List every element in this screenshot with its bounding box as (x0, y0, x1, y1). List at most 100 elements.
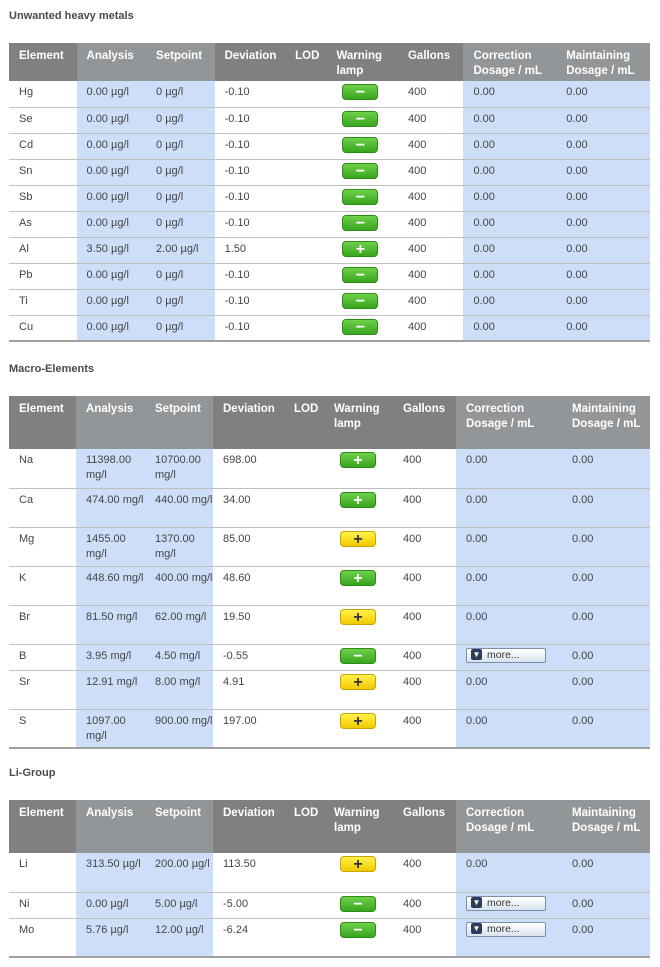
gallons-cell: 400 (393, 527, 456, 567)
gallons-value: 400 (407, 112, 427, 125)
table-row: Ni 0.00 µg/l 5.00 µg/l -5.00 − 400 ▼ more... 0.0… (9, 892, 650, 919)
maintaining-dosage-cell: 0.00 (562, 644, 650, 671)
warning-lamp-cell: − (326, 133, 398, 160)
correction-dosage-cell: 0.00 (463, 107, 557, 134)
gallons-value: 400 (407, 294, 427, 307)
correction-dosage-cell: 0.00 (463, 81, 557, 108)
gallons-value: 400 (407, 190, 427, 203)
analysis-cell: 81.50 mg/l (76, 605, 145, 645)
analysis-cell: 0.00 µg/l (76, 892, 145, 919)
maintaining-dosage-cell: 0.00 (556, 237, 650, 264)
gallons-value: 400 (403, 493, 422, 506)
element-value: As (19, 216, 32, 229)
plus-lamp-icon: + (340, 491, 376, 508)
maintaining-dosage-value: 0.00 (572, 858, 594, 870)
element-value: S (19, 714, 27, 727)
table-row: Mg 1455.00 mg/l 1370.00 mg/l 85.00 +400 0.00 0… (9, 527, 650, 567)
setpoint-value: 8.00 mg/l (155, 675, 201, 688)
element-value: Br (19, 610, 30, 623)
gallons-cell: 400 (397, 185, 464, 212)
gallons-cell: 400 (397, 107, 464, 134)
element-value: Sr (19, 675, 30, 688)
gallons-cell: 400 (397, 81, 464, 108)
correction-dosage-value: 0.00 (466, 675, 488, 688)
warning-lamp-cell: − (326, 289, 398, 316)
element-cell: Ni (9, 892, 76, 919)
minus-lamp-icon: − (342, 110, 379, 127)
deviation-value: 34.00 (223, 493, 251, 506)
gallons-value: 400 (403, 897, 422, 910)
maintaining-dosage-cell: 0.00 (562, 527, 650, 567)
gallons-value: 400 (403, 571, 422, 584)
deviation-value: 19.50 (223, 610, 251, 623)
element-cell: Sn (9, 159, 77, 186)
minus-lamp-icon: − (340, 647, 376, 664)
more-button[interactable]: ▼ more... (466, 921, 546, 937)
element-value: Cd (19, 138, 34, 151)
column-header-maintaining-dosage: Maintaining Dosage / mL (562, 396, 650, 449)
lod-cell (284, 670, 324, 710)
element-cell: Na (9, 449, 76, 489)
lod-cell (284, 605, 324, 645)
analysis-value: 1097.00 mg/l (86, 714, 126, 742)
setpoint-cell: 900.00 mg/l (145, 709, 213, 749)
gallons-value: 400 (407, 216, 427, 229)
gallons-cell: 400 (393, 853, 456, 893)
maintaining-dosage-value: 0.00 (572, 610, 594, 623)
maintaining-dosage-value: 0.00 (566, 294, 588, 307)
gallons-cell: 400 (397, 211, 464, 238)
analysis-cell: 0.00 µg/l (76, 289, 147, 316)
lod-cell (285, 237, 327, 264)
maintaining-dosage-value: 0.00 (572, 571, 594, 584)
arrow-down-icon: ▼ (471, 897, 482, 909)
deviation-cell: -5.00 (213, 892, 284, 919)
gallons-cell: 400 (393, 449, 456, 489)
correction-dosage-value: 0.00 (466, 610, 488, 623)
column-header-element: Element (9, 800, 76, 853)
setpoint-cell: 440.00 mg/l (145, 488, 213, 528)
lod-cell (284, 892, 324, 919)
setpoint-value: 0 µg/l (156, 112, 184, 125)
analysis-value: 0.00 µg/l (86, 138, 129, 151)
setpoint-value: 0 µg/l (156, 216, 184, 229)
analysis-value: 0.00 µg/l (86, 112, 129, 125)
table-row: Ca 474.00 mg/l 440.00 mg/l 34.00 +400 0.00 0.0… (9, 488, 650, 528)
analysis-value: 3.95 mg/l (86, 649, 132, 662)
minus-lamp-icon: − (342, 318, 379, 335)
correction-dosage-cell: 0.00 (463, 185, 557, 212)
setpoint-cell: 400.00 mg/l (145, 566, 213, 606)
table-row: Sr 12.91 mg/l 8.00 mg/l 4.91 +400 0.00 0.00 (9, 670, 650, 710)
warning-lamp-cell: + (324, 853, 393, 893)
setpoint-cell: 0 µg/l (146, 289, 215, 316)
correction-dosage-cell: ▼ more... (456, 918, 562, 958)
warning-lamp-cell: − (326, 185, 398, 212)
setpoint-cell: 0 µg/l (146, 107, 215, 134)
correction-dosage-value: 0.00 (473, 164, 495, 177)
gallons-value: 400 (403, 649, 422, 662)
deviation-cell: 4.91 (213, 670, 284, 710)
more-button[interactable]: ▼ more... (466, 895, 546, 911)
correction-dosage-value: 0.00 (473, 320, 495, 333)
table-row: Mo 5.76 µg/l 12.00 µg/l -6.24 − 400 ▼ more... 0.… (9, 918, 650, 958)
maintaining-dosage-cell: 0.00 (556, 159, 650, 186)
analysis-value: 0.00 µg/l (86, 86, 129, 98)
section-title: Li-Group (9, 767, 56, 779)
results-table: Element Analysis Setpoint Deviation LOD Warni… (9, 800, 650, 958)
column-header-lod: LOD (284, 800, 324, 853)
setpoint-value: 4.50 mg/l (155, 649, 201, 662)
lod-cell (285, 159, 327, 186)
deviation-value: -0.10 (224, 138, 250, 151)
element-cell: Mg (9, 527, 76, 567)
gallons-cell: 400 (393, 566, 456, 606)
warning-lamp-cell: − (326, 107, 398, 134)
setpoint-cell: 0 µg/l (146, 133, 215, 160)
gallons-value: 400 (403, 714, 422, 727)
warning-lamp-cell: + (324, 709, 393, 749)
more-button[interactable]: ▼ more... (466, 647, 546, 663)
deviation-value: 4.91 (223, 675, 245, 688)
maintaining-dosage-cell: 0.00 (556, 211, 650, 238)
table-row: Cu 0.00 µg/l 0 µg/l -0.10 − 400 0.00 0.00 (9, 315, 650, 342)
setpoint-value: 0 µg/l (156, 138, 184, 151)
deviation-cell: -0.10 (214, 263, 286, 290)
element-value: Na (19, 454, 34, 466)
